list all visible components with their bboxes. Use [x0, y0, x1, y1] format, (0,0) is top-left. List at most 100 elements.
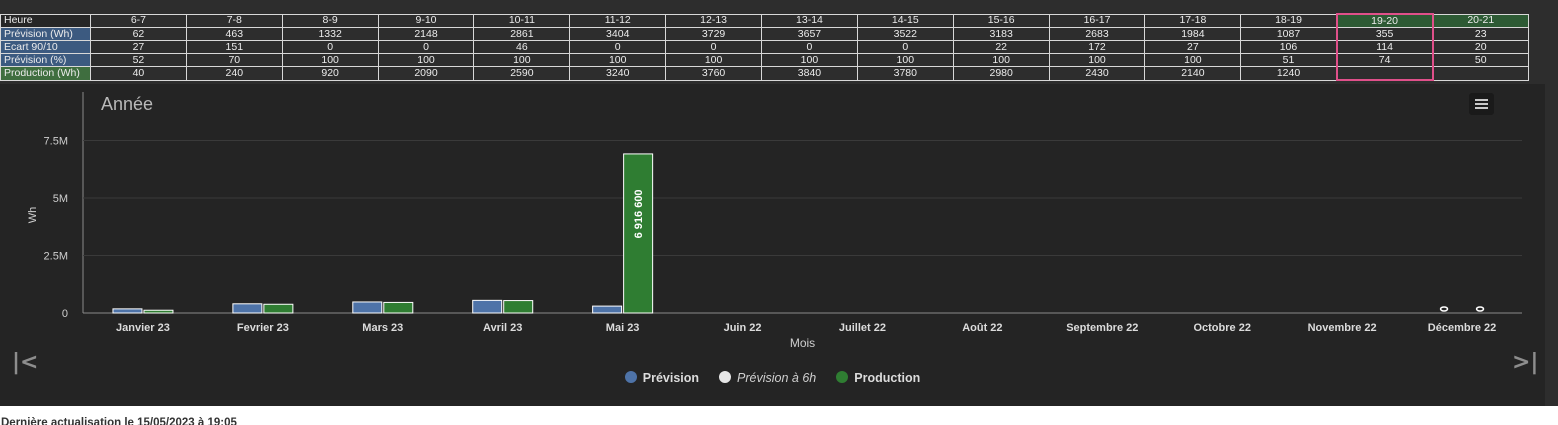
table-cell: 2148 [377, 27, 475, 41]
table-cell: 0 [377, 40, 475, 54]
legend-item[interactable]: Prévision [624, 371, 699, 385]
chart-legend: Prévision Prévision à 6h Production [0, 371, 1545, 385]
last-update-text: Dernière actualisation le 15/05/2023 à 1… [1, 417, 237, 425]
table-cell: 2430 [1048, 66, 1146, 81]
bar-prevision [352, 301, 383, 314]
x-tick-label: Novembre 22 [1308, 322, 1377, 334]
table-cell: 2140 [1144, 66, 1242, 81]
x-tick-label: Juillet 22 [839, 322, 886, 334]
x-tick-label: Juin 22 [724, 322, 762, 334]
table-cell: 100 [856, 53, 954, 67]
table-cell: 240 [185, 66, 283, 81]
table-cell: 106 [1240, 40, 1338, 54]
last-page-icon[interactable]: >| [1512, 350, 1539, 375]
bar-production [503, 300, 534, 314]
x-tick-label: Octobre 22 [1193, 322, 1250, 334]
table-cell: 70 [185, 53, 283, 67]
chart-panel: 0 2.5M 5M 7.5M Wh Janvier 23 Fevrier 23 Mars 23… [0, 84, 1545, 406]
table-cell: 27 [1144, 40, 1242, 54]
table-cell: 3780 [856, 66, 954, 81]
bar-data-label: 6 916 600 [633, 189, 645, 238]
table-cell: 46 [473, 40, 571, 54]
x-tick-label: Mai 23 [606, 322, 640, 334]
table-cell: 100 [1144, 53, 1242, 67]
table-cell: 100 [473, 53, 571, 67]
table-row-prev: Prévision (Wh) 62 463 1332 2148 2861 3404 3729 3… [0, 27, 1529, 41]
bar-production [263, 303, 294, 314]
row-label: Prévision (%) [0, 53, 91, 67]
bar-production [383, 301, 414, 314]
legend-item[interactable]: Production [836, 371, 920, 385]
x-tick-label: Fevrier 23 [237, 322, 289, 334]
first-page-icon[interactable]: |< [12, 350, 39, 375]
table-cell: 1240 [1240, 66, 1338, 81]
hour-header-cell: 13-14 [761, 13, 858, 28]
table-cell: 355 [1335, 27, 1434, 41]
legend-dot-icon [624, 371, 637, 383]
x-tick-label: Mars 23 [362, 322, 403, 334]
table-cell: 100 [665, 53, 763, 67]
table-cell: 0 [665, 40, 763, 54]
table-cell: 2090 [377, 66, 475, 81]
legend-dot-icon [836, 371, 849, 383]
hour-header-cell: 19-20 [1335, 13, 1434, 28]
legend-label: Production [854, 371, 921, 385]
table-row-prevpct: Prévision (%) 52 70 100 100 100 100 100 100 100 10… [0, 53, 1529, 67]
table-cell [1335, 66, 1434, 81]
hour-header-cell: 9-10 [377, 13, 475, 28]
table-cell: 151 [185, 40, 283, 54]
table-cell: 27 [90, 40, 187, 54]
table-cell: 463 [185, 27, 283, 41]
zero-point-marker [1439, 306, 1449, 312]
bar-prevision [112, 308, 143, 314]
y-tick-label: 5M [53, 193, 68, 205]
hour-header-cell: 11-12 [569, 13, 667, 28]
table-cell: 3729 [665, 27, 763, 41]
table-cell: 1332 [281, 27, 379, 41]
y-axis-title: Wh [27, 207, 39, 224]
y-tick-label: 7.5M [44, 136, 68, 148]
table-cell: 0 [281, 40, 379, 54]
row-label: Ecart 90/10 [0, 40, 91, 54]
x-axis-title: Mois [790, 336, 815, 350]
x-tick-label: Janvier 23 [116, 322, 170, 334]
table-cell: 51 [1240, 53, 1338, 67]
table-cell: 100 [281, 53, 379, 67]
hour-header-cell: 8-9 [281, 13, 379, 28]
table-cell: 172 [1048, 40, 1146, 54]
table-cell: 2861 [473, 27, 571, 41]
table-cell: 40 [90, 66, 187, 81]
hourly-forecast-table: Heure 6-7 7-8 8-9 9-10 10-11 11-12 12-13 13-14 14… [0, 13, 1529, 81]
chart-title: Année [101, 94, 154, 114]
legend-item[interactable]: Prévision à 6h [719, 371, 816, 385]
legend-label: Prévision à 6h [737, 371, 817, 385]
table-cell: 3522 [856, 27, 954, 41]
hour-header-cell: 20-21 [1432, 13, 1529, 28]
table-row-heure: Heure 6-7 7-8 8-9 9-10 10-11 11-12 12-13 13-14 14… [0, 13, 1529, 28]
table-cell: 0 [761, 40, 858, 54]
table-cell: 62 [90, 27, 187, 41]
x-tick-label: Septembre 22 [1066, 322, 1138, 334]
bar-production [623, 153, 654, 314]
table-cell: 920 [281, 66, 379, 81]
table-cell: 2980 [952, 66, 1050, 81]
row-label: Production (Wh) [0, 66, 91, 81]
hamburger-menu-icon[interactable] [1469, 93, 1494, 115]
legend-dot-icon [719, 371, 732, 383]
hour-header-cell: 15-16 [952, 13, 1050, 28]
x-tick-label: Avril 23 [483, 322, 522, 334]
table-cell: 3240 [569, 66, 667, 81]
table-row-ecart: Ecart 90/10 27 151 0 0 46 0 0 0 0 22 172 27 106 114 20 [0, 40, 1529, 54]
y-tick-label: 0 [62, 308, 68, 320]
table-cell: 52 [90, 53, 187, 67]
table-cell: 3760 [665, 66, 763, 81]
table-cell: 100 [761, 53, 858, 67]
table-cell: 3404 [569, 27, 667, 41]
y-tick-label: 2.5M [44, 251, 68, 263]
hour-header-cell: 17-18 [1144, 13, 1242, 28]
table-cell: 0 [569, 40, 667, 54]
table-cell: 23 [1432, 27, 1529, 41]
table-cell: 100 [569, 53, 667, 67]
row-label: Prévision (Wh) [0, 27, 91, 41]
table-cell: 22 [952, 40, 1050, 54]
